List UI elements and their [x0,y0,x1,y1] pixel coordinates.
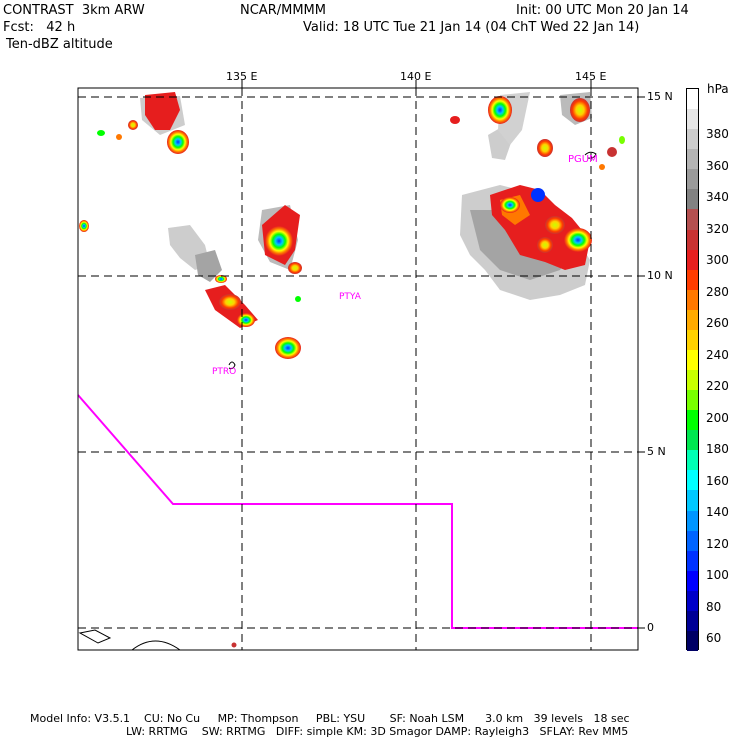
colorbar-segment [687,109,698,130]
colorbar-segment [687,570,698,592]
graticule [78,88,638,650]
colorbar-segment [687,490,698,511]
lat-label: 0 [647,621,654,634]
colorbar-segment [687,129,698,150]
colorbar-label: 160 [706,473,729,488]
colorbar-segment [687,470,698,491]
colorbar-segment [687,430,698,451]
colorbar-segment [687,309,698,331]
model-info-line1: Model Info: V3.5.1 CU: No Cu MP: Thompso… [30,712,630,725]
init-time: Init: 00 UTC Mon 20 Jan 14 [516,3,689,18]
colorbar-segment [687,530,698,552]
colorbar-label: 200 [706,410,729,425]
colorbar-segment [687,249,698,271]
colorbar-label: 320 [706,221,729,236]
colorbar-segment [687,169,698,190]
colorbar-segment [687,450,698,471]
map-frame [77,87,639,651]
colorbar-label: 360 [706,158,729,173]
station-markers: PGUM PTYA PTRO [212,154,598,377]
colorbar-segment [687,209,698,230]
colorbar-segment [687,149,698,170]
storm-cells [79,92,625,648]
colorbar-label: 60 [706,631,722,645]
boundary-line [77,394,638,629]
colorbar-segment [687,349,698,371]
lon-label: 135 E [226,70,258,83]
colorbar-segment [687,289,698,311]
station-label: PTRO [212,367,236,377]
station-label: PGUM [568,154,598,165]
lat-label: 5 N [647,445,666,458]
valid-time: Valid: 18 UTC Tue 21 Jan 14 (04 ChT Wed … [303,20,640,35]
coastlines [78,151,597,651]
colorbar-label: 300 [706,253,729,267]
organization-label: NCAR/MMMM [240,3,326,18]
colorbar [686,88,699,652]
colorbar-segment [687,269,698,291]
colorbar-label: 100 [706,568,729,582]
colorbar-segment [687,370,698,391]
colorbar-segment [687,590,698,612]
colorbar-segment [687,410,698,431]
colorbar-label: 380 [706,127,729,141]
colorbar-label: 340 [706,190,729,204]
model-title: CONTRAST 3km ARW [3,3,145,18]
colorbar-segment [687,390,698,411]
colorbar-segment [687,229,698,251]
colorbar-unit: hPa [707,82,729,96]
colorbar-label: 120 [706,536,729,551]
colorbar-label: 220 [706,379,729,393]
colorbar-label: 180 [706,442,729,456]
colorbar-label: 240 [706,347,729,362]
lon-label: 145 E [575,70,607,83]
colorbar-label: 140 [706,505,729,519]
colorbar-segment [687,329,698,351]
lon-label: 140 E [400,70,432,83]
colorbar-segment [687,630,698,652]
colorbar-segment [687,610,698,632]
tick-marks [241,80,645,629]
lat-label: 15 N [647,90,673,103]
field-name: Ten-dBZ altitude [6,37,113,52]
colorbar-label: 280 [706,284,729,299]
model-info-line2: LW: RRTMG SW: RRTMG DIFF: simple KM: 3D … [126,725,629,738]
colorbar-segment [687,89,698,110]
colorbar-label: 260 [706,316,729,330]
colorbar-segment [687,510,698,532]
forecast-hour: Fcst: 42 h [3,20,76,35]
colorbar-segment [687,550,698,572]
colorbar-label: 80 [706,599,722,614]
lat-label: 10 N [647,269,673,282]
station-label: PTYA [339,292,362,302]
colorbar-segment [687,189,698,210]
